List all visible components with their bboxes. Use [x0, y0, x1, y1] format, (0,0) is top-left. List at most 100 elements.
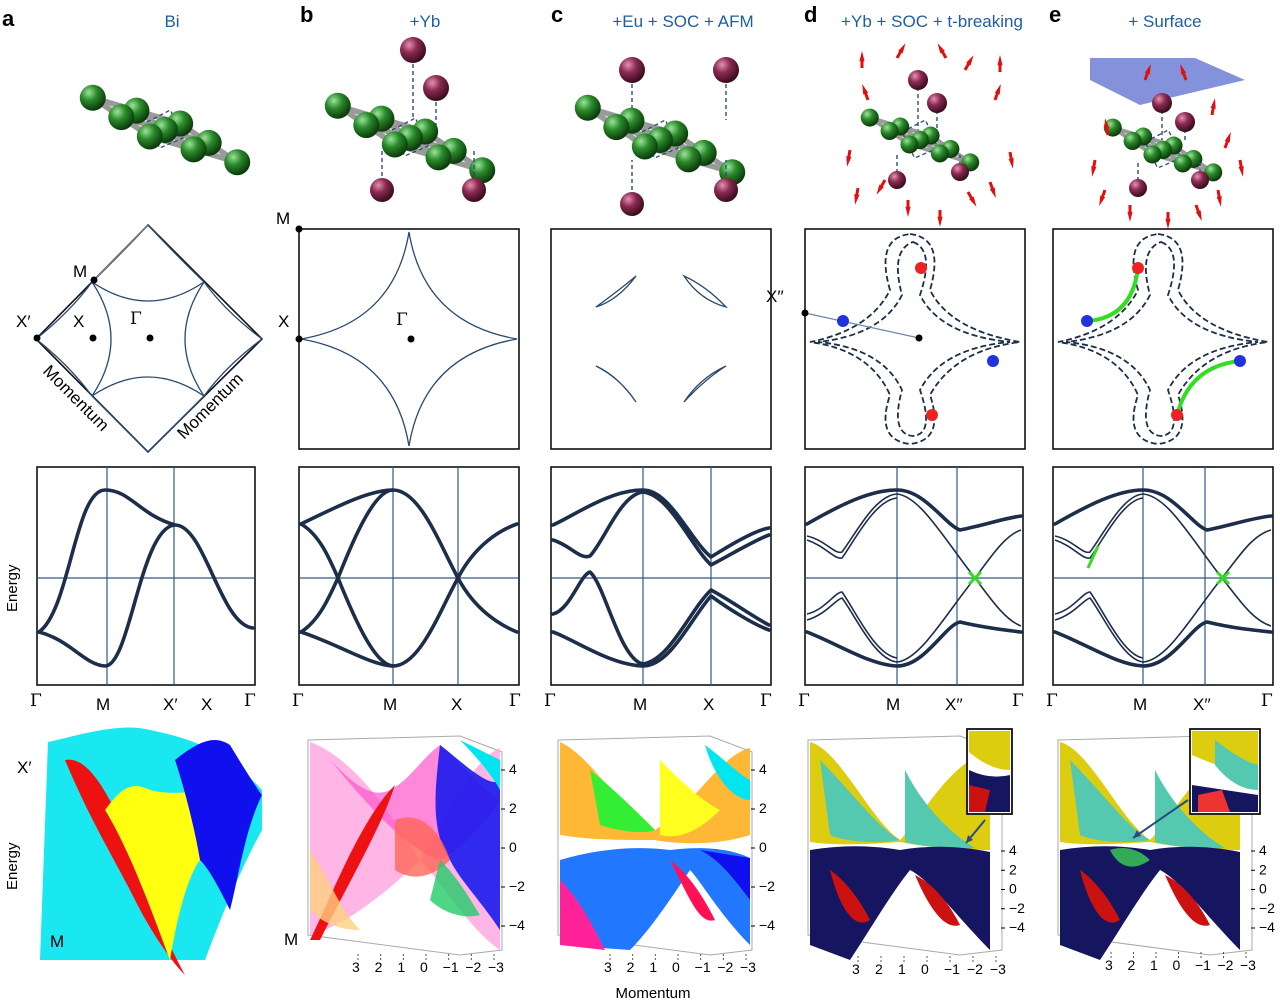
surface-b-salmon: [395, 817, 450, 877]
band-d-xtick-2: X′′: [945, 695, 963, 714]
crystal-d-re-atom: [927, 93, 947, 113]
surface-panel-e: [1057, 728, 1261, 960]
bz-a-arc-ex7: [91, 395, 149, 453]
band-panel-a: Γ M X′ X Γ: [30, 466, 256, 714]
axes-c-xtick-label: 1: [649, 959, 657, 975]
band-c-2: [551, 490, 771, 567]
surface-c-box: [557, 735, 753, 956]
surface-c-darkblue: [700, 850, 750, 900]
crystal-e-spin-arrowhead: [1144, 64, 1151, 75]
surface-d-teal-1: [820, 760, 900, 843]
bz-a-label-Gamma: Γ: [130, 309, 142, 329]
band-d-pair-4: [806, 591, 898, 659]
band-c-1: [551, 488, 771, 559]
bz-a-axis-momentum-2: Momentum: [173, 369, 247, 443]
axes-d-xtick-label: 1: [898, 961, 906, 977]
crystal-a-bi-atom: [180, 136, 207, 163]
surface-e-arrow: [1132, 799, 1189, 839]
axes-e-xtick-label: −1: [1195, 957, 1211, 973]
crystal-d-bi-atom: [930, 144, 949, 163]
crystal-b-bi-atom: [381, 131, 408, 158]
bz-b-label-X: X: [278, 312, 289, 331]
panel-letter-a: a: [2, 6, 15, 31]
bz-e-fermi-arc-2: [1175, 359, 1241, 416]
crystal-d-bi-atom: [880, 122, 899, 141]
axes-e-xtick-label: 1: [1150, 957, 1158, 973]
crystal-a-bi-atom: [108, 104, 135, 131]
band-c-xtick-1: M: [633, 695, 647, 714]
bz-e-frame: [1052, 228, 1274, 450]
band-d-xtick-3: Γ: [1012, 691, 1024, 711]
bz-c-pocket-1: [595, 275, 637, 308]
axes-d-ztick-label: 4: [1009, 842, 1017, 858]
surface-d-box: [807, 735, 1003, 956]
surface-e-inset-red: [1198, 790, 1230, 812]
panel-title-d: +Yb + SOC + t-breaking: [841, 12, 1023, 31]
crystal-e-re-atom: [1129, 179, 1147, 197]
band-d-xtick-1: M: [886, 695, 900, 714]
bz-a-label-X: X: [73, 312, 84, 331]
bz-a-arc-ex6: [147, 224, 205, 283]
bz-a-point-X: [89, 334, 97, 342]
surface-c-pink: [560, 880, 605, 950]
bz-b-label-M: M: [276, 209, 290, 228]
crystal-e-spin-arrowhead: [1195, 210, 1202, 221]
panel-letter-d: d: [804, 2, 817, 27]
band-c-3: [551, 594, 771, 668]
panel-title-c: +Eu + SOC + AFM: [612, 12, 753, 31]
crystal-e-spin-arrowhead: [1104, 118, 1110, 129]
crystal-e-spin-arrowhead: [1210, 98, 1216, 109]
panel-title-e: + Surface: [1128, 12, 1201, 31]
band-e-pair-2: [1054, 497, 1144, 559]
crystal-b-bi-atom: [469, 157, 496, 184]
surface-e-red-2: [1165, 875, 1210, 926]
bz-d-label-X2: X′′: [766, 287, 784, 306]
surface-b-box: [307, 735, 503, 956]
crystal-d-spin-arrowhead: [937, 216, 943, 227]
axes-d-xtick-label: −1: [944, 961, 960, 977]
surface-c-red: [670, 860, 715, 921]
band-b-1: [299, 488, 519, 634]
surface-a-label-Xp: X′: [17, 758, 32, 777]
axes-e-ztick-label: 2: [1259, 861, 1267, 877]
bz-e-fermi-inner: [1065, 241, 1259, 437]
band-d-pair-2: [806, 497, 898, 559]
crystal-structures: [79, 37, 1245, 229]
bz-c-frame: [550, 228, 772, 450]
surface-panel-d: [807, 728, 1013, 960]
axes-b-ztick-label: 2: [509, 800, 517, 816]
bz-d-node-red-2: [926, 409, 938, 421]
axes-e-ztick-label: −4: [1259, 919, 1275, 935]
band-e-2: [1053, 620, 1273, 668]
bz-a-arc-ex4: [203, 338, 263, 397]
bz-b-label-Gamma: Γ: [396, 310, 408, 330]
band-c-xtick-3: Γ: [760, 691, 772, 711]
bz-d-point-X2: [801, 309, 809, 317]
crystal-b-re-atom: [370, 178, 394, 202]
band-e-1: [1053, 488, 1273, 532]
crystal-d-spin-arrowhead: [862, 84, 869, 95]
band-d-pair-1: [806, 493, 1022, 627]
band-b-frame: [298, 466, 520, 686]
bz-c-pocket-4: [683, 365, 727, 403]
bz-d-node-blue-2: [987, 355, 999, 367]
bz-d-fermi-inner: [817, 241, 1011, 437]
crystal-e-surface-plane: [1090, 58, 1245, 105]
axes-c-ztick-label: 4: [759, 761, 767, 777]
band-b-xtick-3: Γ: [509, 691, 521, 711]
panel-title-a: Bi: [164, 12, 179, 31]
crystal-e-spin-arrowhead: [1099, 195, 1106, 206]
crystal-e-spin-arrowhead: [1180, 64, 1187, 75]
surface-d-inset-red: [969, 785, 990, 812]
crystal-e-spin-arrowhead: [1165, 218, 1171, 229]
axes-d-xtick-label: −2: [967, 961, 983, 977]
bz-b-point-Gamma: [407, 335, 415, 343]
band-e-xtick-0: Γ: [1046, 691, 1058, 711]
bz-panel-b: M X Γ: [276, 209, 520, 450]
surface-e-arrowhead: [1133, 830, 1141, 838]
surface-e-navy: [1060, 846, 1240, 960]
bz-a-arc-ex3: [35, 338, 93, 397]
crystal-e-spin-arrowhead: [1127, 211, 1133, 222]
band-a-lower: [37, 523, 176, 668]
band-c-frame: [550, 466, 772, 686]
